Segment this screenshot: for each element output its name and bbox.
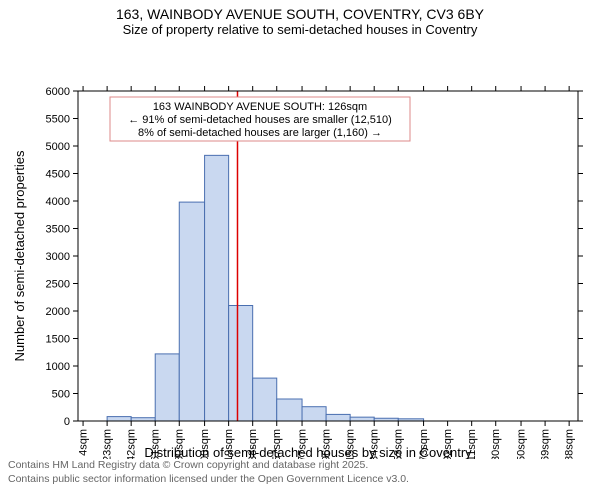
x-tick-label: 4sqm: [77, 429, 89, 456]
histogram-bar: [179, 202, 204, 421]
footer-attribution: Contains HM Land Registry data © Crown c…: [0, 459, 600, 486]
y-tick-label: 3500: [46, 224, 70, 236]
y-tick-label: 4500: [46, 169, 70, 181]
y-tick-label: 2000: [46, 306, 70, 318]
x-tick-label: 330sqm: [490, 429, 502, 459]
y-tick-label: 5500: [46, 114, 70, 126]
chart-container: { "title_line1": "163, WAINBODY AVENUE S…: [0, 0, 600, 500]
annotation-line: 163 WAINBODY AVENUE SOUTH: 126sqm: [153, 101, 367, 113]
y-tick-label: 1500: [46, 334, 70, 346]
histogram-bar: [253, 378, 277, 421]
annotation-line: ← 91% of semi-detached houses are smalle…: [128, 114, 392, 126]
histogram-bar: [326, 414, 350, 421]
y-tick-label: 6000: [46, 86, 70, 98]
histogram-chart: 0 500 1000 1500 2000 2500 3000 3500 4000 4500 5000…: [0, 39, 600, 459]
y-tick-label: 5000: [46, 141, 70, 153]
y-tick-label: 500: [52, 389, 70, 401]
y-tick-label: 4000: [46, 196, 70, 208]
footer-line1: Contains HM Land Registry data © Crown c…: [8, 459, 600, 473]
y-tick-label: 3000: [46, 251, 70, 263]
chart-title-line1: 163, WAINBODY AVENUE SOUTH, COVENTRY, CV…: [0, 0, 600, 22]
x-axis-label: Distribution of semi-detached houses by …: [144, 445, 472, 459]
annotation-line: 8% of semi-detached houses are larger (1…: [138, 127, 382, 139]
x-tick-label: 23sqm: [101, 429, 113, 459]
histogram-bar: [229, 306, 253, 422]
histogram-bar: [155, 354, 179, 421]
y-tick-label: 2500: [46, 279, 70, 291]
histogram-bar: [107, 417, 131, 421]
y-tick-label: 1000: [46, 361, 70, 373]
histogram-bar: [302, 407, 326, 421]
x-tick-label: 369sqm: [539, 429, 551, 459]
x-tick-label: 388sqm: [563, 429, 575, 459]
y-tick-label: 0: [64, 416, 70, 428]
y-axis-label: Number of semi-detached properties: [12, 150, 27, 361]
histogram-bar: [205, 155, 229, 421]
histogram-bar: [350, 417, 374, 421]
x-tick-label: 42sqm: [125, 429, 137, 459]
chart-title-line2: Size of property relative to semi-detach…: [0, 22, 600, 39]
x-tick-label: 350sqm: [515, 429, 527, 459]
footer-line2: Contains public sector information licen…: [8, 473, 600, 487]
histogram-bar: [277, 399, 302, 421]
